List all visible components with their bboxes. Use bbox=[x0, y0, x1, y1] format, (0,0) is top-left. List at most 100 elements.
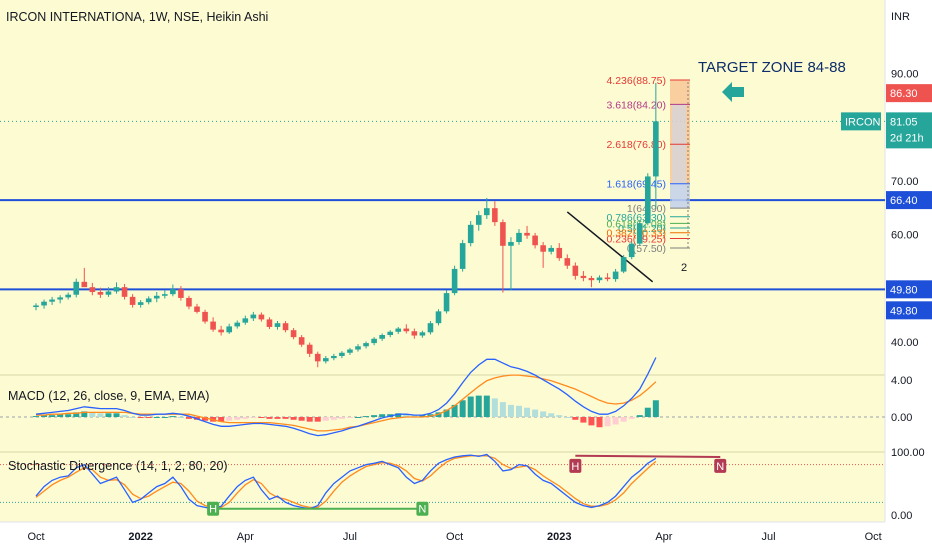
fib-level-label: 0(57.50) bbox=[627, 243, 666, 255]
candle-body bbox=[178, 289, 184, 298]
macd-histogram-bar bbox=[556, 415, 563, 417]
stoch-d-line bbox=[35, 455, 657, 509]
countdown-label: 2d 21h bbox=[890, 132, 924, 144]
candle-body bbox=[484, 208, 490, 216]
candle-body bbox=[443, 293, 450, 312]
macd-histogram-bar bbox=[532, 409, 539, 417]
macd-histogram-bar bbox=[121, 415, 128, 417]
macd-histogram-bar bbox=[266, 417, 273, 419]
macd-histogram-bar bbox=[355, 417, 361, 418]
price-badge-label: 49.80 bbox=[890, 284, 918, 296]
candle-body bbox=[500, 222, 506, 246]
macd-histogram-bar bbox=[491, 398, 498, 417]
macd-histogram-bar bbox=[258, 417, 265, 418]
macd-histogram-bar bbox=[379, 414, 386, 417]
candle-body bbox=[492, 208, 498, 223]
macd-histogram-bar bbox=[41, 415, 48, 417]
macd-histogram-bar bbox=[588, 417, 595, 426]
last-price-badge bbox=[886, 112, 932, 149]
macd-histogram-bar bbox=[403, 414, 410, 417]
chart-background bbox=[0, 0, 885, 522]
candle-body bbox=[475, 215, 482, 225]
candle-body bbox=[395, 328, 402, 332]
fib-level-label: 0.382(60.33) bbox=[606, 228, 666, 240]
macd-histogram-bar bbox=[371, 415, 378, 417]
candle-body bbox=[435, 311, 442, 324]
price-badge-label: 49.80 bbox=[890, 305, 918, 317]
macd-histogram-bar bbox=[524, 407, 531, 417]
macd-histogram-bar bbox=[363, 416, 370, 418]
candle-body bbox=[379, 335, 385, 339]
macd-histogram-bar bbox=[81, 411, 88, 417]
macd-histogram-bar bbox=[153, 417, 160, 418]
macd-histogram-bar bbox=[628, 417, 635, 419]
macd-tick-label: 0.00 bbox=[891, 412, 912, 424]
candle-body bbox=[258, 314, 265, 320]
macd-histogram-bar bbox=[113, 413, 120, 417]
currency-label: INR bbox=[891, 11, 910, 23]
target-zone-annotation: TARGET ZONE 84-88 bbox=[698, 59, 846, 76]
macd-histogram-bar bbox=[274, 417, 281, 419]
candle-body bbox=[162, 294, 168, 296]
time-tick-label: Apr bbox=[655, 531, 672, 543]
price-axis-background bbox=[885, 0, 932, 550]
fib-level-label: 0.236(59.25) bbox=[606, 234, 666, 246]
candle-body bbox=[371, 338, 377, 344]
fib-level-label: 3.618(84.20) bbox=[606, 99, 666, 111]
price-badge bbox=[886, 84, 932, 103]
candle-body bbox=[556, 247, 563, 259]
candle-body bbox=[645, 176, 651, 224]
time-tick-label: Oct bbox=[446, 531, 463, 543]
macd-histogram-bar bbox=[73, 412, 80, 417]
candle-body bbox=[427, 323, 434, 333]
candle-body bbox=[419, 332, 426, 336]
price-tick-label: 70.00 bbox=[891, 176, 919, 188]
macd-histogram-bar bbox=[338, 417, 345, 419]
candle-body bbox=[653, 121, 659, 177]
candle-body bbox=[298, 337, 305, 345]
candle-body bbox=[339, 352, 345, 356]
macd-histogram-bar bbox=[177, 417, 184, 418]
time-tick-label: Apr bbox=[237, 531, 254, 543]
candle-body bbox=[516, 232, 522, 243]
divergence-marker bbox=[569, 458, 582, 473]
heikin-ashi-candles bbox=[33, 82, 659, 368]
divergence-marker bbox=[714, 458, 727, 473]
candle-body bbox=[564, 258, 571, 266]
candle-body bbox=[628, 243, 635, 258]
candle-body bbox=[524, 232, 530, 236]
macd-histogram-bar bbox=[419, 415, 426, 417]
fib-level-label: 0.618(62.08) bbox=[606, 218, 666, 230]
candle-body bbox=[314, 353, 321, 362]
macd-histogram-bar bbox=[290, 417, 297, 420]
macd-histogram-bar bbox=[596, 417, 603, 428]
stoch-k-line bbox=[35, 453, 657, 510]
macd-histogram-bar bbox=[298, 417, 305, 421]
fib-level-label: 0.786(63.30) bbox=[606, 212, 666, 224]
candle-body bbox=[612, 271, 619, 280]
price-badge bbox=[886, 301, 932, 320]
candle-body bbox=[242, 318, 249, 323]
time-tick-label: Jul bbox=[343, 531, 357, 543]
candle-body bbox=[387, 331, 393, 336]
candle-body bbox=[41, 301, 47, 306]
macd-histogram-bar bbox=[33, 416, 39, 418]
macd-histogram-bar bbox=[306, 417, 313, 422]
divergence-marker-label: N bbox=[716, 461, 724, 473]
candle-body bbox=[403, 328, 410, 332]
macd-histogram-bar bbox=[161, 417, 168, 418]
macd-histogram-bar bbox=[483, 395, 490, 417]
chart-title: IRCON INTERNATIONA, 1W, NSE, Heikin Ashi bbox=[6, 10, 268, 24]
candle-body bbox=[65, 294, 71, 298]
macd-histogram-bar bbox=[443, 409, 450, 417]
macd-histogram-bar bbox=[185, 417, 192, 419]
candle-body bbox=[81, 281, 88, 288]
macd-histogram-bar bbox=[572, 417, 579, 420]
divergence-marker-label: H bbox=[209, 504, 217, 516]
candle-body bbox=[580, 275, 587, 279]
macd-histogram-bar bbox=[411, 415, 418, 417]
candle-body bbox=[186, 297, 192, 307]
candle-body bbox=[363, 343, 369, 347]
wave-label: 2 bbox=[681, 262, 687, 274]
